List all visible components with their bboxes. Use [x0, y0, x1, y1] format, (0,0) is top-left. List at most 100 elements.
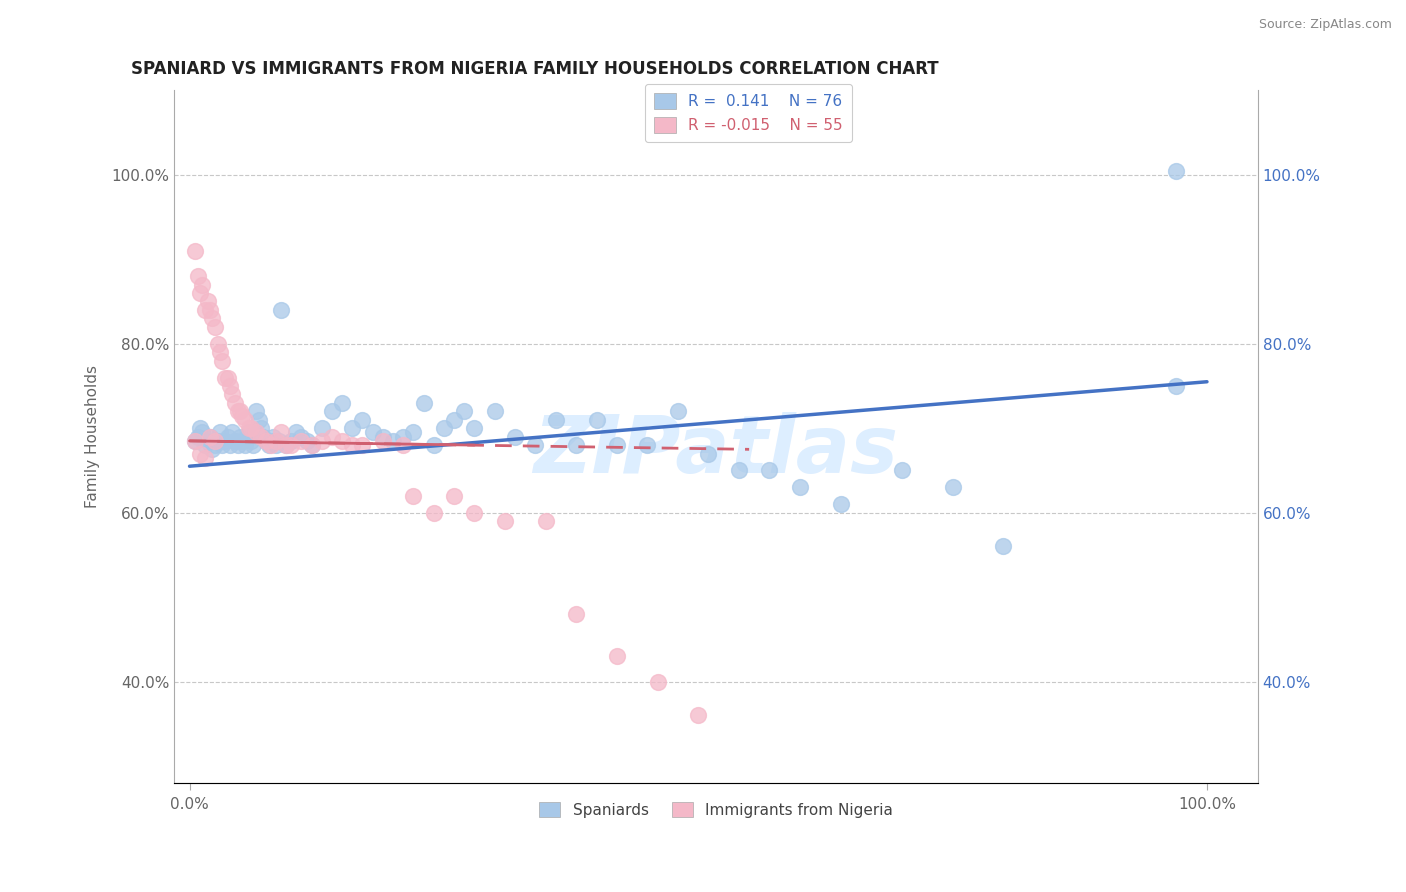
Point	[197, 294, 219, 309]
Point	[228, 404, 250, 418]
Point	[534, 514, 557, 528]
Point	[942, 480, 965, 494]
Point	[321, 404, 343, 418]
Point	[443, 413, 465, 427]
Point	[235, 413, 257, 427]
Point	[402, 489, 425, 503]
Point	[402, 425, 425, 440]
Point	[209, 425, 232, 440]
Point	[433, 421, 456, 435]
Point	[217, 370, 239, 384]
Point	[330, 434, 353, 448]
Point	[217, 430, 239, 444]
Point	[194, 450, 217, 465]
Point	[219, 379, 242, 393]
Point	[239, 421, 262, 435]
Point	[494, 514, 516, 528]
Point	[211, 353, 233, 368]
Point	[229, 404, 252, 418]
Point	[392, 438, 415, 452]
Point	[247, 413, 270, 427]
Point	[194, 302, 217, 317]
Point	[267, 434, 290, 448]
Point	[697, 446, 720, 460]
Point	[264, 438, 287, 452]
Point	[194, 438, 217, 452]
Point	[214, 434, 236, 448]
Text: ZIPatlas: ZIPatlas	[533, 411, 898, 490]
Point	[242, 438, 264, 452]
Point	[209, 345, 232, 359]
Point	[422, 438, 444, 452]
Point	[183, 434, 205, 448]
Point	[585, 413, 607, 427]
Point	[231, 434, 253, 448]
Point	[342, 438, 364, 452]
Point	[211, 438, 233, 452]
Point	[229, 430, 252, 444]
Point	[524, 438, 547, 452]
Point	[204, 434, 226, 448]
Point	[183, 434, 205, 448]
Point	[728, 463, 751, 477]
Point	[254, 434, 277, 448]
Point	[188, 286, 211, 301]
Point	[503, 430, 526, 444]
Point	[190, 425, 212, 440]
Point	[1166, 379, 1188, 393]
Point	[276, 438, 298, 452]
Point	[636, 438, 658, 452]
Point	[758, 463, 780, 477]
Point	[544, 413, 567, 427]
Point	[207, 434, 229, 448]
Point	[224, 396, 246, 410]
Point	[565, 607, 588, 621]
Point	[290, 430, 312, 444]
Point	[201, 442, 224, 457]
Point	[235, 438, 257, 452]
Point	[412, 396, 434, 410]
Point	[688, 708, 710, 723]
Point	[221, 387, 243, 401]
Point	[301, 438, 323, 452]
Point	[993, 540, 1015, 554]
Point	[453, 404, 475, 418]
Point	[252, 430, 274, 444]
Point	[207, 336, 229, 351]
Point	[219, 438, 242, 452]
Point	[198, 430, 221, 444]
Point	[260, 434, 283, 448]
Point	[606, 649, 628, 664]
Point	[361, 425, 384, 440]
Point	[321, 430, 343, 444]
Point	[262, 430, 284, 444]
Point	[280, 438, 302, 452]
Point	[239, 434, 262, 448]
Point	[238, 421, 260, 435]
Point	[422, 506, 444, 520]
Point	[264, 434, 287, 448]
Point	[270, 425, 292, 440]
Point	[606, 438, 628, 452]
Point	[352, 438, 374, 452]
Point	[443, 489, 465, 503]
Point	[245, 425, 267, 440]
Point	[204, 319, 226, 334]
Point	[463, 421, 485, 435]
Point	[382, 434, 405, 448]
Point	[565, 438, 588, 452]
Point	[295, 434, 318, 448]
Point	[257, 438, 280, 452]
Text: Source: ZipAtlas.com: Source: ZipAtlas.com	[1258, 18, 1392, 31]
Point	[301, 438, 323, 452]
Point	[285, 425, 308, 440]
Point	[330, 396, 353, 410]
Point	[254, 434, 277, 448]
Point	[198, 430, 221, 444]
Point	[214, 370, 236, 384]
Point	[197, 434, 219, 448]
Point	[238, 425, 260, 440]
Point	[890, 463, 912, 477]
Text: SPANIARD VS IMMIGRANTS FROM NIGERIA FAMILY HOUSEHOLDS CORRELATION CHART: SPANIARD VS IMMIGRANTS FROM NIGERIA FAMI…	[131, 60, 939, 78]
Point	[311, 421, 333, 435]
